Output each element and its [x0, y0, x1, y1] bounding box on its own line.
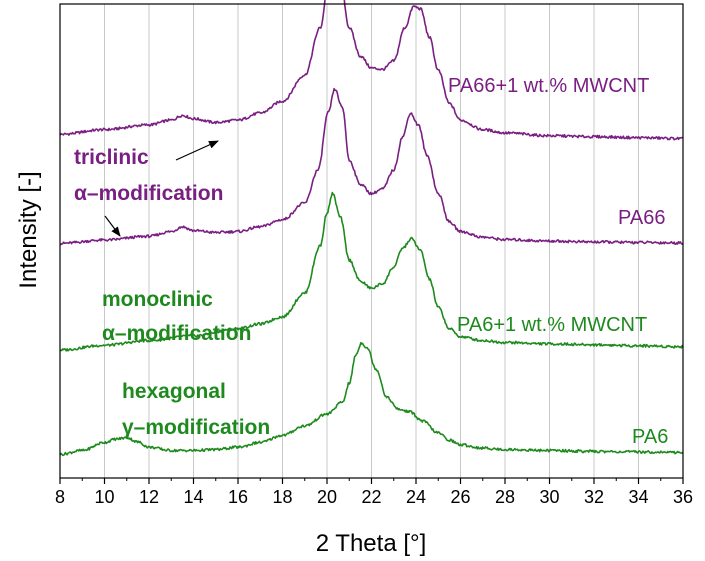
label-pa66: PA66 — [618, 207, 665, 229]
arrow-to-pa66-peak — [104, 215, 121, 237]
x-tick-label-10: 10 — [94, 487, 114, 507]
label-pa6-mwcnt: PA6+1 wt.% MWCNT — [457, 314, 647, 336]
x-tick-label-34: 34 — [628, 487, 648, 507]
x-tick-label-36: 36 — [673, 487, 693, 507]
series-line-pa66 — [59, 87, 684, 246]
series-layer — [59, 0, 684, 457]
annotation-monoclinic-line2: α–modification — [102, 322, 251, 345]
x-tick-label-30: 30 — [539, 487, 559, 507]
x-tick-label-24: 24 — [406, 487, 426, 507]
series-line-pa66-1-wt-mwcnt — [59, 0, 684, 141]
x-tick-label-8: 8 — [55, 487, 65, 507]
x-tick-label-28: 28 — [495, 487, 515, 507]
series-line-pa6 — [59, 341, 684, 457]
series-line-pa6-1-wt-mwcnt — [59, 191, 684, 352]
x-tick-label-32: 32 — [584, 487, 604, 507]
x-axis-title: 2 Theta [°] — [316, 530, 427, 557]
x-tick-label-14: 14 — [183, 487, 203, 507]
x-tick-label-18: 18 — [272, 487, 292, 507]
annotation-hexagonal-line2: γ–modification — [122, 416, 270, 439]
x-axis-ticks — [59, 478, 684, 484]
annotation-triclinic-line1: triclinic — [74, 146, 149, 169]
x-tick-label-26: 26 — [450, 487, 470, 507]
arrow-to-pa66-mwcnt-peak — [175, 140, 219, 161]
annotation-monoclinic-line1: monoclinic — [102, 288, 213, 311]
label-pa66-mwcnt: PA66+1 wt.% MWCNT — [448, 75, 649, 97]
annotation-triclinic-line2: α–modification — [74, 182, 223, 205]
x-tick-label-22: 22 — [361, 487, 381, 507]
x-tick-label-16: 16 — [228, 487, 248, 507]
x-tick-label-20: 20 — [317, 487, 337, 507]
label-pa6: PA6 — [632, 426, 668, 448]
vertical-gridlines — [104, 4, 639, 478]
annotation-hexagonal-line1: hexagonal — [122, 380, 226, 403]
x-tick-label-12: 12 — [139, 487, 159, 507]
x-axis-tick-labels: 8 10 12 14 16 18 20 22 24 26 28 30 32 34 36 — [55, 487, 693, 507]
y-axis-title: Intensity [-] — [15, 171, 42, 288]
